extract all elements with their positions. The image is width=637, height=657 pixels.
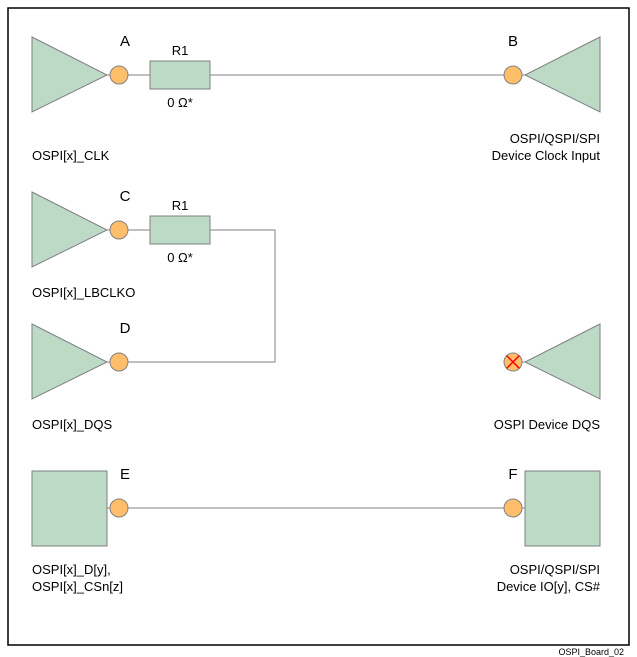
ospi-board-diagram: R1 0 Ω* R1 0 Ω* A B C D E F OSPI[x]_CLK OSPI/QSPI/S… (0, 0, 637, 657)
resistor-r2-label-bottom: 0 Ω* (167, 250, 193, 265)
resistor-r1 (150, 61, 210, 89)
resistor-r2-label-top: R1 (172, 198, 189, 213)
node-a (110, 66, 128, 84)
background (0, 0, 637, 657)
node-e (110, 499, 128, 517)
label-data-dev-1: OSPI/QSPI/SPI (510, 562, 600, 577)
label-lbclko: OSPI[x]_LBCLKO (32, 285, 135, 300)
node-c (110, 221, 128, 239)
footer-text: OSPI_Board_02 (558, 647, 624, 657)
node-f (504, 499, 522, 517)
label-clk-dev-1: OSPI/QSPI/SPI (510, 131, 600, 146)
label-dqs-dev: OSPI Device DQS (494, 417, 601, 432)
label-data-dev-2: Device IO[y], CS# (497, 579, 601, 594)
label-clk-dev-2: Device Clock Input (492, 148, 601, 163)
label-data-src-1: OSPI[x]_D[y], (32, 562, 111, 577)
data-source-block (32, 471, 107, 546)
node-e-label: E (120, 466, 130, 483)
label-clk-src: OSPI[x]_CLK (32, 148, 110, 163)
node-b (504, 66, 522, 84)
node-b-label: B (508, 33, 518, 50)
node-a-label: A (120, 33, 130, 50)
resistor-r2 (150, 216, 210, 244)
node-d-label: D (120, 320, 131, 337)
data-device-block (525, 471, 600, 546)
resistor-r1-label-top: R1 (172, 43, 189, 58)
label-dqs-local: OSPI[x]_DQS (32, 417, 113, 432)
node-d (110, 353, 128, 371)
node-f-label: F (508, 466, 517, 483)
node-c-label: C (120, 188, 131, 205)
resistor-r1-label-bottom: 0 Ω* (167, 95, 193, 110)
label-data-src-2: OSPI[x]_CSn[z] (32, 579, 123, 594)
